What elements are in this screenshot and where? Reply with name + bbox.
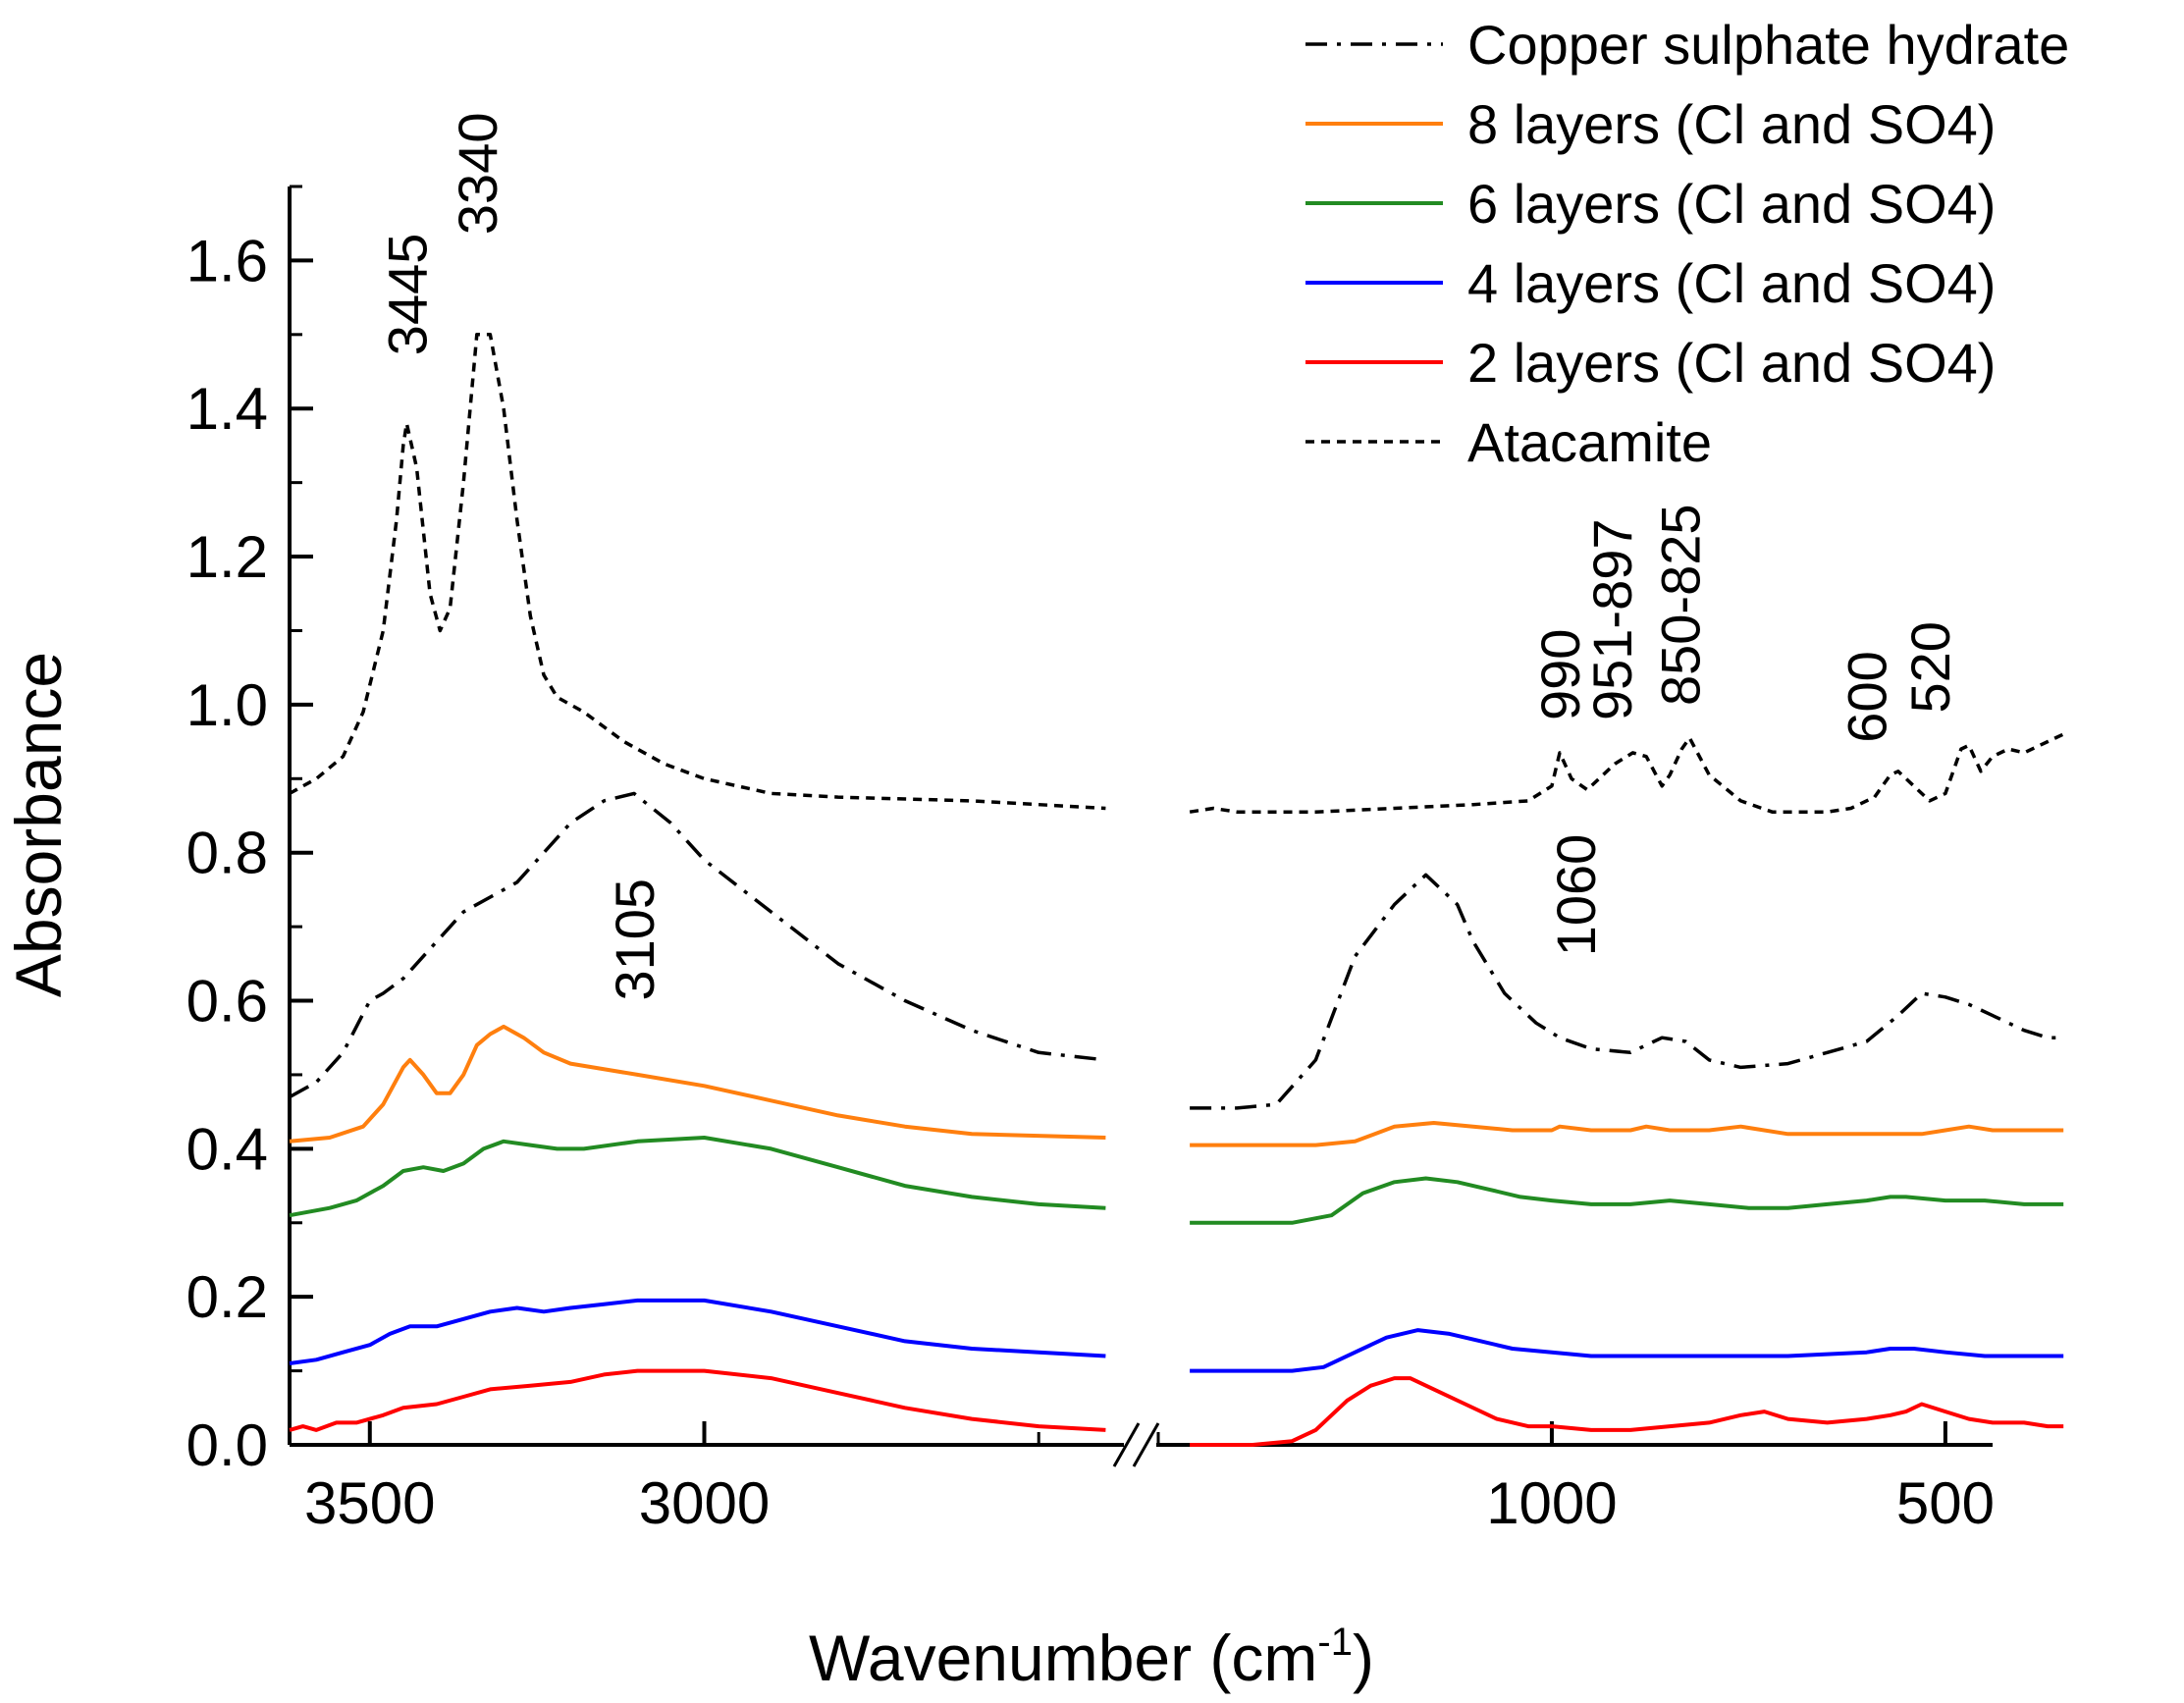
y-tick-label: 1.6 [186, 228, 268, 293]
axis-break-mark [1132, 1422, 1160, 1467]
y-tick-label: 1.2 [186, 524, 268, 590]
series-line [1190, 1176, 2064, 1225]
series-line [1190, 873, 2064, 1110]
series-line [289, 1368, 1106, 1432]
legend-label: Atacamite [1467, 411, 1712, 473]
series-line [1190, 1121, 2064, 1147]
peak-annotation: 3105 [604, 878, 666, 1001]
legend-label: 6 layers (Cl and SO4) [1467, 173, 1996, 235]
series-layer [289, 333, 2064, 1447]
series-line [1190, 1376, 2064, 1447]
series-line [289, 1298, 1106, 1365]
y-tick-label: 0.8 [186, 821, 268, 886]
x-tick-label: 500 [1896, 1470, 1995, 1536]
y-tick-label: 0.2 [186, 1264, 268, 1330]
peak-annotation: 850-825 [1650, 504, 1712, 706]
y-tick-label: 1.0 [186, 672, 268, 738]
peak-annotation: 951-897 [1581, 518, 1643, 720]
peak-annotation: 520 [1899, 621, 1961, 713]
peak-annotation: 3445 [376, 234, 438, 356]
series-line [289, 333, 1106, 811]
x-tick-label: 1000 [1486, 1470, 1617, 1536]
axis-break-mark [1112, 1422, 1141, 1467]
legend-label: Copper sulphate hydrate [1467, 14, 2069, 76]
peak-annotation: 600 [1837, 651, 1898, 742]
x-tick-label: 3500 [304, 1470, 435, 1536]
legend-label: 2 layers (Cl and SO4) [1467, 332, 1996, 394]
peak-annotation: 1060 [1545, 834, 1607, 957]
series-line [289, 791, 1106, 1099]
legend: Copper sulphate hydrate 8 layers (Cl and … [1305, 14, 2069, 473]
series-line [289, 1136, 1106, 1218]
y-tick-label: 1.4 [186, 376, 268, 442]
legend-label: 8 layers (Cl and SO4) [1467, 93, 1996, 155]
y-axis-title: Absorbance [2, 652, 75, 997]
y-tick-label: 0.0 [186, 1412, 268, 1478]
axes: 0.0 0.2 0.4 0.6 0.8 1.0 1.2 1.4 1.6 3500 3000 1000 5… [186, 185, 1995, 1536]
y-tick-label: 0.4 [186, 1116, 268, 1182]
series-line [289, 1024, 1106, 1144]
series-line [1190, 1328, 2064, 1373]
peak-annotation: 3340 [447, 113, 508, 236]
x-tick-label: 3000 [639, 1470, 770, 1536]
series-line [1189, 732, 2064, 814]
peak-annotation: 990 [1529, 629, 1591, 720]
y-tick-label: 0.6 [186, 969, 268, 1035]
legend-label: 4 layers (Cl and SO4) [1467, 252, 1996, 314]
x-axis-title: Wavenumber (cm-1) [809, 1621, 1374, 1694]
